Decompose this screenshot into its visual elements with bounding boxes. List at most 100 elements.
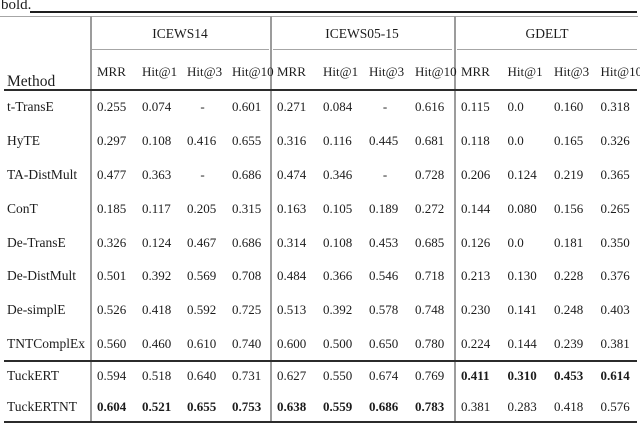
value-cell: 0.363 <box>142 166 172 182</box>
value-cell: 0.297 <box>97 132 127 148</box>
value-cell: 0.418 <box>554 398 584 414</box>
value-cell: 0.118 <box>461 132 490 148</box>
column-header-hit10: Hit@10 <box>600 64 640 79</box>
value-cell: 0.219 <box>554 166 584 182</box>
column-header-mrr: MRR <box>461 64 490 79</box>
column-header-mrr: MRR <box>277 64 306 79</box>
value-cell: 0.130 <box>507 268 537 284</box>
value-cell: 0.686 <box>232 234 262 250</box>
value-cell: 0.310 <box>507 368 537 384</box>
value-cell: 0.080 <box>507 200 537 216</box>
value-cell: 0.255 <box>97 98 127 114</box>
value-cell: 0.576 <box>600 398 630 414</box>
value-cell: 0.115 <box>461 98 490 114</box>
value-cell: 0.105 <box>323 200 353 216</box>
vertical-separator-icews14-icews0515 <box>270 16 272 423</box>
value-cell: 0.165 <box>554 132 584 148</box>
value-cell: - <box>382 166 388 182</box>
vertical-separator-icews0515-gdelt <box>454 16 456 423</box>
value-cell: 0.326 <box>97 234 127 250</box>
column-header-hit1: Hit@1 <box>507 64 543 79</box>
method-cell: De-DistMult <box>7 268 76 284</box>
value-cell: 0.685 <box>415 234 445 250</box>
table-row: TA-DistMult 0.477 0.363 - 0.686 0.474 0.346 - 0.… <box>0 158 640 192</box>
value-cell: 0.230 <box>461 302 491 318</box>
caption-rule <box>30 11 637 13</box>
value-cell: 0.403 <box>600 302 630 318</box>
value-cell: 0.265 <box>600 200 630 216</box>
value-cell: 0.445 <box>369 132 399 148</box>
value-cell: 0.614 <box>600 368 630 384</box>
value-cell: 0.0 <box>507 98 524 114</box>
value-cell: 0.521 <box>142 398 172 414</box>
group-underline-icews0515 <box>273 49 452 51</box>
value-cell: 0.740 <box>232 336 262 352</box>
value-cell: 0.718 <box>415 268 445 284</box>
value-cell: 0.681 <box>415 132 445 148</box>
table-bottom-rule <box>4 421 637 423</box>
value-cell: 0.460 <box>142 336 172 352</box>
value-cell: 0.769 <box>415 368 445 384</box>
table-row: TuckERTNT 0.604 0.521 0.655 0.753 0.638 0.559 0… <box>0 392 640 423</box>
value-cell: 0.181 <box>554 234 584 250</box>
value-cell: 0.453 <box>369 234 399 250</box>
value-cell: 0.283 <box>507 398 537 414</box>
value-cell: 0.594 <box>97 368 127 384</box>
value-cell: 0.474 <box>277 166 307 182</box>
group-header-icews05-15: ICEWS05-15 <box>325 26 399 41</box>
column-header-hit10: Hit@10 <box>415 64 457 79</box>
column-header-hit3: Hit@3 <box>369 64 405 79</box>
table-row: TNTComplEx 0.560 0.460 0.610 0.740 0.600 0.500… <box>0 327 640 361</box>
method-cell: TA-DistMult <box>7 166 78 182</box>
value-cell: 0.526 <box>97 302 127 318</box>
value-cell: 0.326 <box>600 132 630 148</box>
value-cell: 0.314 <box>277 234 307 250</box>
value-cell: 0.627 <box>277 368 307 384</box>
value-cell: 0.674 <box>369 368 399 384</box>
value-cell: - <box>200 166 205 182</box>
value-cell: 0.126 <box>461 234 491 250</box>
value-cell: 0.381 <box>600 336 630 352</box>
column-header-hit10: Hit@10 <box>232 64 274 79</box>
value-cell: 0.318 <box>600 98 630 114</box>
value-cell: 0.156 <box>554 200 584 216</box>
value-cell: 0.205 <box>187 200 217 216</box>
group-underline-gdelt <box>457 49 637 51</box>
value-cell: 0.366 <box>323 268 353 284</box>
value-cell: 0.728 <box>415 166 445 182</box>
method-cell: ConT <box>7 200 38 216</box>
column-header-mrr: MRR <box>97 64 126 79</box>
value-cell: 0.477 <box>97 166 127 182</box>
value-cell: 0.501 <box>97 268 127 284</box>
header-bottom-rule <box>4 89 637 91</box>
value-cell: 0.248 <box>554 302 584 318</box>
value-cell: 0.686 <box>232 166 262 182</box>
value-cell: 0.592 <box>187 302 217 318</box>
table-body: t-TransE 0.255 0.074 - 0.601 0.271 0.084 - 0.616… <box>0 90 640 422</box>
value-cell: 0.376 <box>600 268 630 284</box>
value-cell: 0.271 <box>277 98 307 114</box>
value-cell: 0.084 <box>323 98 353 114</box>
method-cell: TuckERT <box>7 368 59 384</box>
value-cell: 0.365 <box>600 166 630 182</box>
value-cell: 0.416 <box>187 132 217 148</box>
value-cell: 0.228 <box>554 268 584 284</box>
value-cell: 0.346 <box>323 166 353 182</box>
value-cell: 0.411 <box>461 368 490 384</box>
value-cell: 0.316 <box>277 132 307 148</box>
value-cell: 0.560 <box>97 336 127 352</box>
value-cell: 0.731 <box>232 368 262 384</box>
value-cell: 0.124 <box>142 234 172 250</box>
value-cell: 0.108 <box>323 234 353 250</box>
group-header-gdelt: GDELT <box>525 26 569 41</box>
value-cell: - <box>200 98 205 114</box>
method-column-header: Method <box>7 73 56 90</box>
value-cell: 0.141 <box>507 302 537 318</box>
value-cell: 0.484 <box>277 268 307 284</box>
value-cell: 0.144 <box>461 200 491 216</box>
value-cell: - <box>382 98 388 114</box>
value-cell: 0.748 <box>415 302 445 318</box>
value-cell: 0.783 <box>415 398 445 414</box>
value-cell: 0.116 <box>323 132 352 148</box>
